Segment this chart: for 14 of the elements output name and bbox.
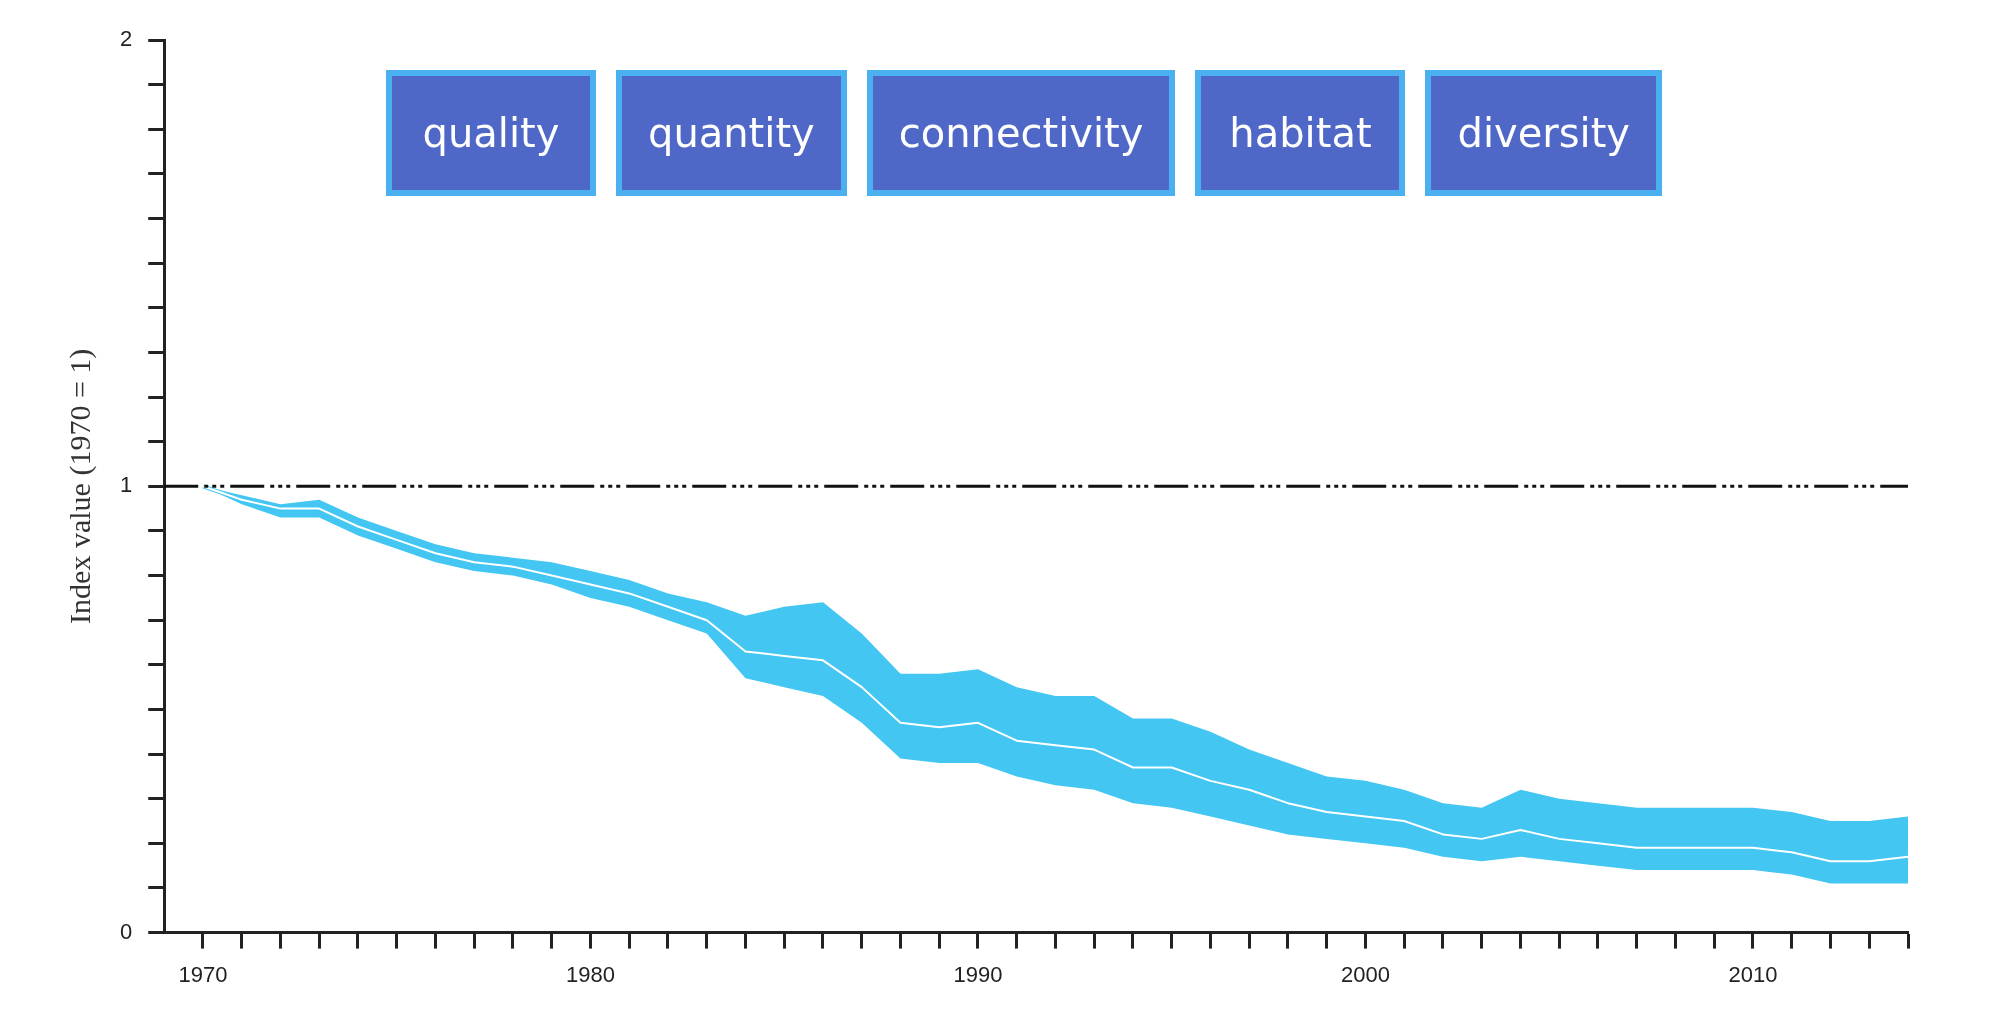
- annotation: connectivity: [866, 70, 1176, 196]
- y-tick-label: 2: [119, 26, 133, 52]
- x-tick-label: 1980: [566, 961, 615, 987]
- annotation: habitat: [1195, 70, 1406, 196]
- annotation: quantity: [616, 70, 847, 196]
- x-tick-label: 2010: [1728, 961, 1778, 987]
- y-axis-title: Index value (1970 = 1): [62, 348, 97, 624]
- y-tick-label: 1: [119, 472, 133, 498]
- y-tick-label: 0: [119, 918, 133, 944]
- annotation: quality: [386, 70, 596, 196]
- x-tick-label: 2000: [1341, 961, 1390, 987]
- x-tick-label: 1990: [953, 961, 1003, 987]
- x-tick-label: 1970: [178, 961, 228, 987]
- annotation: diversity: [1425, 70, 1663, 196]
